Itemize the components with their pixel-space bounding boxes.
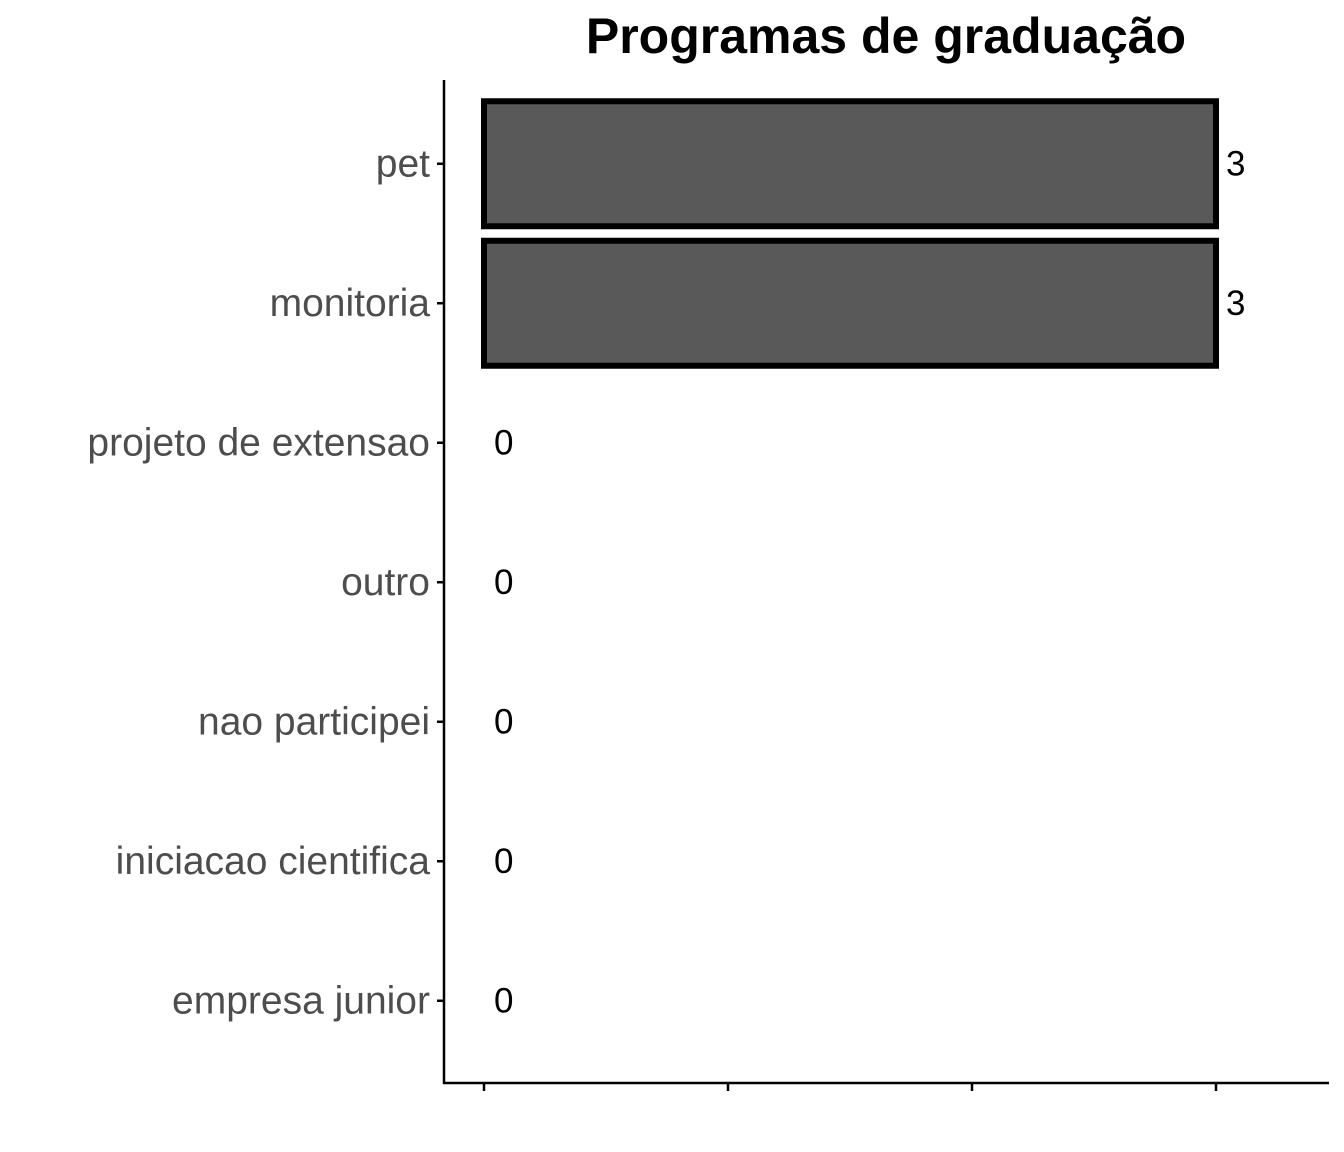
category-label-outro: outro: [341, 561, 430, 604]
value-label-nao-participei: 0: [494, 702, 513, 741]
value-label-pet: 3: [1226, 144, 1245, 183]
category-label-pet: pet: [376, 142, 430, 185]
bar-monitoria: [481, 237, 1219, 369]
category-label-monitoria: monitoria: [270, 282, 431, 325]
value-label-iniciacao-cientifica: 0: [494, 842, 513, 881]
value-label-outro: 0: [494, 563, 513, 602]
category-label-projeto-de-extensao: projeto de extensao: [87, 421, 430, 464]
category-label-empresa-junior: empresa junior: [172, 979, 430, 1022]
category-label-iniciacao-cientifica: iniciacao cientifica: [116, 840, 431, 883]
bar-pet: [481, 98, 1219, 230]
category-label-nao-participei: nao participei: [198, 700, 430, 743]
value-label-projeto-de-extensao: 0: [494, 423, 513, 462]
ticks-layer: [437, 162, 1218, 1091]
value-label-monitoria: 3: [1226, 284, 1245, 323]
value-label-empresa-junior: 0: [494, 981, 513, 1020]
axes-layer: [442, 80, 1329, 1085]
labels-layer: pet 3 monitoria 3 projeto de extensao 0 outro 0…: [87, 142, 1245, 1022]
bars-layer: [481, 98, 1219, 369]
chart-title: Programas de graduação: [586, 8, 1186, 64]
